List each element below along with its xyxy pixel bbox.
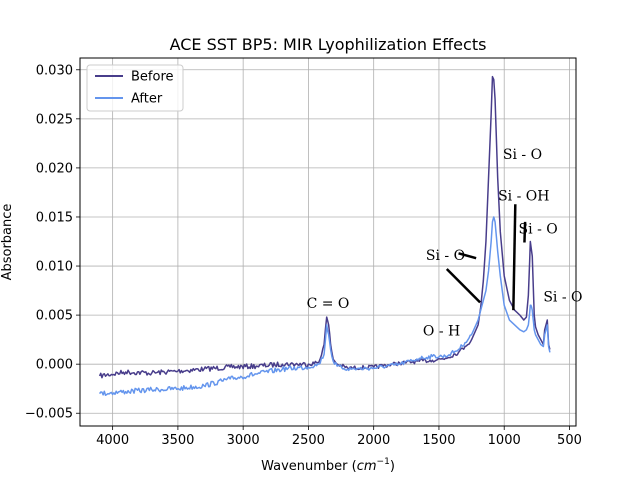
series-layer (98, 75, 551, 396)
series-line-after (98, 216, 551, 396)
x-axis-label-exponent: −1 (377, 457, 390, 467)
annotation-label: Si - OH (498, 188, 549, 204)
x-tick-label: 1000 (488, 433, 521, 448)
annotation-label: Si - O (426, 248, 465, 264)
y-tick-label: 0.030 (36, 63, 73, 78)
x-tick-label: 3000 (227, 433, 260, 448)
x-axis-label-close: ) (390, 459, 395, 474)
x-axis: 4000 3500 3000 2500 2000 1500 1000 500 (96, 426, 582, 448)
x-tick-label: 4000 (96, 433, 129, 448)
annotation-layer: C = O O - H Si - O Si - O Si - OH Si - O Si - … (307, 147, 583, 340)
legend-label-before: Before (131, 70, 174, 85)
y-tick-label: 0.020 (36, 161, 73, 176)
legend: Before After (86, 64, 184, 112)
annotation-label: Si - O (519, 222, 558, 238)
x-axis-label-unit: cm (357, 459, 377, 474)
grid (80, 58, 576, 426)
x-axis-label-text: Wavenumber ( (261, 459, 357, 474)
y-tick-label: 0.010 (36, 260, 73, 275)
plot-frame (79, 57, 577, 427)
y-tick-label: 0.025 (36, 112, 73, 127)
legend-label-after: After (131, 92, 163, 107)
chart-title: ACE SST BP5: MIR Lyophilization Effects (170, 35, 487, 54)
x-tick-label: 3500 (161, 433, 194, 448)
annotation-label: Si - O (503, 147, 542, 163)
annotation-label: Si - O (543, 289, 582, 305)
annotation-pointer (523, 221, 527, 243)
y-axis-label: Absorbance (0, 204, 15, 281)
x-axis-label: Wavenumber (cm−1) (261, 457, 395, 474)
annotation-label: C = O (307, 296, 350, 312)
y-tick-label: 0.000 (36, 358, 73, 373)
x-tick-label: 1500 (422, 433, 455, 448)
x-tick-label: 500 (557, 433, 582, 448)
y-tick-label: −0.005 (25, 407, 73, 422)
x-tick-label: 2000 (357, 433, 390, 448)
annotation-label: O - H (423, 324, 460, 340)
annotation-pointer (445, 268, 481, 304)
y-axis: −0.005 0.000 0.005 0.010 0.015 0.020 0.025 0.03… (25, 63, 80, 422)
annotation-pointer (458, 252, 477, 260)
y-tick-label: 0.015 (36, 210, 73, 225)
annotation-pointer (512, 204, 517, 311)
y-tick-label: 0.005 (36, 309, 73, 324)
x-tick-label: 2500 (292, 433, 325, 448)
